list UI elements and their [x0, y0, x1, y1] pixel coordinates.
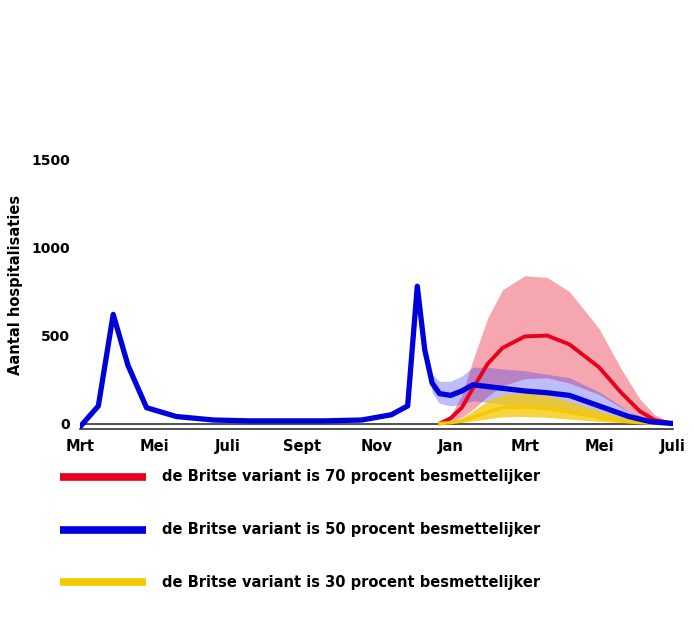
- Text: de Britse variant is 30 procent besmettelijker: de Britse variant is 30 procent besmette…: [162, 575, 541, 590]
- Text: de Britse variant is 50 procent besmettelijker: de Britse variant is 50 procent besmette…: [162, 522, 541, 537]
- Text: de Britse variant is 70 procent besmettelijker: de Britse variant is 70 procent besmette…: [162, 470, 541, 484]
- Y-axis label: Aantal hospitalisaties: Aantal hospitalisaties: [8, 196, 23, 375]
- Text: Scenario 1: Scenario 1: [26, 34, 191, 62]
- Text: Geen versoepelingen: Geen versoepelingen: [26, 95, 240, 114]
